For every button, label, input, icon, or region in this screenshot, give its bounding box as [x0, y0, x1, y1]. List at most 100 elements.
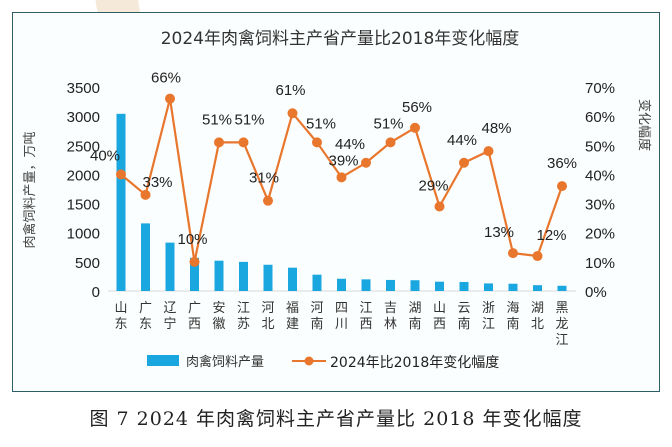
y-tick-label: 2000 [67, 167, 100, 184]
bar-河南 [312, 274, 322, 291]
data-label: 51% [234, 111, 264, 128]
line-series: 40%33%66%10%51% 51%31%61%51%39%44%51%56%2… [90, 70, 577, 267]
legend-swatch-bar [147, 355, 179, 366]
line-marker-山东 [116, 169, 126, 180]
line-marker-吉林 [385, 137, 396, 148]
x-tick-label: 河南 [310, 301, 323, 332]
line-marker-海南 [508, 248, 518, 259]
data-label: 51% [306, 115, 336, 132]
data-label: 56% [402, 99, 432, 116]
chart-title: 2024年肉禽饲料主产省产量比2018年变化幅度 [161, 29, 520, 49]
x-tick-label: 黑龙江 [555, 301, 568, 348]
bar-黑龙江 [557, 285, 567, 291]
y2-tick-label: 40% [585, 167, 615, 184]
line-marker-广东 [140, 189, 151, 200]
line-marker-山西 [434, 201, 445, 212]
bar-广西 [190, 257, 199, 291]
line-marker-河南 [312, 137, 322, 148]
x-tick-label: 湖南 [408, 301, 421, 332]
y-axis-label: 肉禽饲料产量，万吨 [22, 131, 38, 248]
y-tick-label: 3000 [67, 109, 100, 126]
bar-云南 [459, 281, 469, 291]
y-tick-label: 1000 [67, 226, 100, 243]
y2-tick-label: 70% [585, 80, 615, 97]
x-tick-label: 广西 [188, 301, 201, 332]
line-marker-云南 [459, 157, 469, 168]
data-label: 13% [484, 224, 514, 241]
x-tick-label: 云南 [457, 301, 470, 332]
bar-四川 [337, 278, 346, 291]
x-tick-label: 广东 [139, 301, 152, 332]
bar-浙江 [484, 283, 493, 291]
x-tick-label: 山东 [114, 301, 127, 332]
x-tick-label: 江西 [359, 301, 372, 332]
bar-山西 [435, 281, 444, 291]
bar-江西 [361, 279, 371, 291]
data-label: 39% [328, 152, 358, 169]
y-tick-label: 500 [75, 255, 100, 272]
line-marker-河北 [263, 195, 273, 206]
y2-tick-label: 20% [585, 226, 615, 243]
data-label: 66% [151, 70, 181, 87]
line-marker-四川 [336, 172, 347, 183]
legend-label-bar: 肉禽饲料产量 [186, 354, 264, 370]
x-tick-label: 四川 [335, 301, 348, 332]
x-tick-label: 海南 [506, 301, 519, 332]
data-label: 51% [373, 115, 403, 132]
y2-tick-label: 30% [585, 197, 615, 214]
legend: 肉禽饲料产量 2024年比2018年变化幅度 [147, 354, 499, 371]
data-label: 44% [447, 132, 477, 149]
y-tick-label: 2500 [67, 138, 100, 155]
bars [116, 113, 567, 291]
y2-tick-label: 0% [585, 284, 607, 301]
bar-广东 [141, 223, 150, 291]
line-marker-广西 [189, 256, 200, 267]
y2-tick-label: 50% [585, 138, 615, 155]
bar-山东 [116, 113, 126, 291]
y-tick-label: 0 [92, 284, 100, 301]
data-label: 10% [177, 231, 207, 248]
line-marker-江苏 [238, 137, 249, 148]
x-tick-label: 河北 [261, 301, 274, 332]
data-label: 48% [481, 120, 511, 137]
y2-tick-label: 10% [585, 255, 615, 272]
bar-吉林 [386, 279, 395, 291]
bar-安徽 [214, 260, 224, 291]
data-label: 12% [536, 227, 566, 244]
y-tick-label: 3500 [67, 80, 100, 97]
data-label: 36% [547, 155, 577, 172]
figure-caption: 图 7 2024 年肉禽饲料主产省产量比 2018 年变化幅度 [89, 408, 583, 430]
line-marker-辽宁 [165, 93, 175, 104]
legend-label-line: 2024年比2018年变化幅度 [330, 355, 499, 371]
data-label: 33% [142, 174, 172, 191]
data-label: 31% [249, 170, 279, 187]
line-marker-江西 [361, 157, 371, 168]
x-tick-label: 湖北 [531, 301, 544, 332]
line-marker-浙江 [483, 146, 494, 157]
y2-tick-label: 60% [585, 109, 615, 126]
x-tick-label: 辽宁 [163, 301, 176, 332]
bar-河北 [263, 264, 273, 291]
legend-swatch-marker [304, 356, 314, 366]
bar-海南 [508, 283, 518, 291]
data-label: 51% [202, 111, 232, 128]
y2-axis-ticks: 0% 10% 20% 30% 40% 50% 60% 70% [585, 80, 615, 301]
data-label: 44% [335, 136, 365, 153]
line-marker-福建 [287, 108, 298, 119]
data-label: 29% [418, 177, 448, 194]
line-marker-湖北 [532, 251, 543, 262]
data-label: 40% [90, 147, 120, 164]
x-tick-label: 吉林 [384, 301, 397, 332]
x-tick-label: 浙江 [482, 301, 495, 332]
bar-福建 [288, 267, 297, 291]
y-tick-label: 1500 [67, 197, 100, 214]
bar-辽宁 [165, 242, 175, 291]
line-marker-黑龙江 [557, 181, 567, 192]
y2-axis-label: 变化幅度 [636, 99, 652, 151]
data-label: 61% [275, 82, 305, 99]
bar-湖南 [410, 280, 420, 291]
x-tick-label: 福建 [286, 301, 299, 332]
x-tick-label: 山西 [433, 301, 446, 332]
